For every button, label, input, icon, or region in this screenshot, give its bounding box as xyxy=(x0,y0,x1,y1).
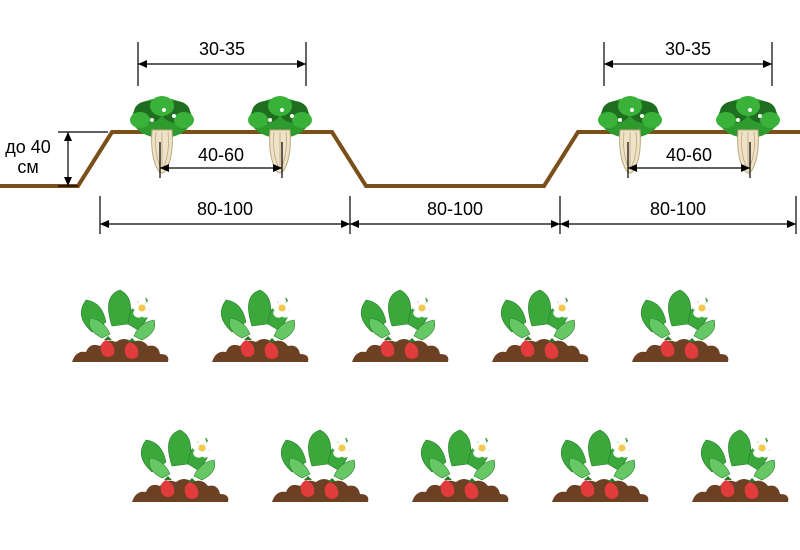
dim-label: 40-60 xyxy=(198,145,244,165)
dim-label: см xyxy=(17,157,38,177)
bush-icon xyxy=(598,96,662,173)
dim-label: до 40 xyxy=(5,137,51,157)
strawberry-plant-icon xyxy=(692,430,788,502)
strawberry-plant-icon xyxy=(552,430,648,502)
dim-height: до 40 см xyxy=(5,132,108,186)
strawberry-plant-icon xyxy=(212,290,308,362)
strawberry-plant-icon xyxy=(272,430,368,502)
strawberry-plant-icon xyxy=(132,430,228,502)
dim-bottom-row: 80-100 80-100 80-100 xyxy=(100,196,796,234)
strawberry-plant-icon xyxy=(352,290,448,362)
strawberry-plant-icon xyxy=(632,290,728,362)
dim-label: 40-60 xyxy=(666,145,712,165)
cross-section: 30-35 30-35 до 40 см 40-60 xyxy=(0,39,800,234)
dim-label: 30-35 xyxy=(665,39,711,59)
diagram-container: 30-35 30-35 до 40 см 40-60 xyxy=(0,0,800,550)
dim-label: 30-35 xyxy=(199,39,245,59)
dim-label: 80-100 xyxy=(197,199,253,219)
dim-label: 80-100 xyxy=(650,199,706,219)
dim-plant-spacing-1: 30-35 xyxy=(138,39,306,86)
strawberry-plant-icon xyxy=(72,290,168,362)
bush-icon xyxy=(248,96,312,173)
dim-row-spacing-2: 40-60 xyxy=(628,142,750,178)
strawberry-grid xyxy=(72,290,788,502)
dim-plant-spacing-2: 30-35 xyxy=(604,39,772,86)
diagram-svg: 30-35 30-35 до 40 см 40-60 xyxy=(0,0,800,550)
bush-icon xyxy=(130,96,194,173)
bush-icon xyxy=(716,96,780,173)
strawberry-plant-icon xyxy=(412,430,508,502)
dim-label: 80-100 xyxy=(427,199,483,219)
strawberry-plant-icon xyxy=(492,290,588,362)
dim-row-spacing-1: 40-60 xyxy=(160,142,282,178)
